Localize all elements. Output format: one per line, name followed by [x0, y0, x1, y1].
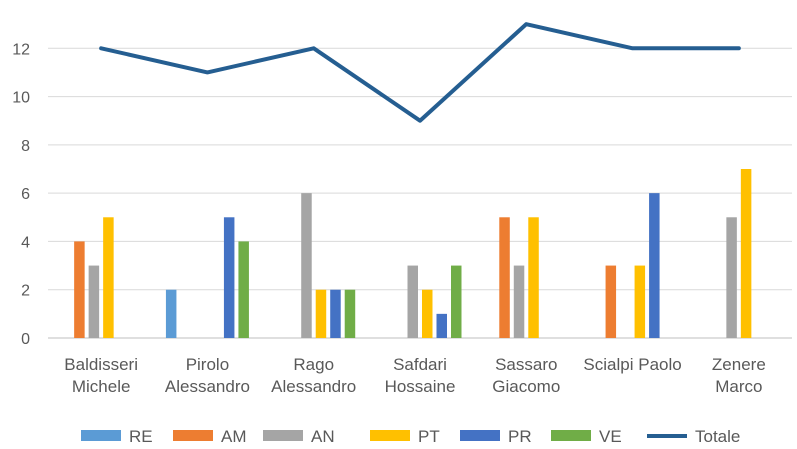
x-tick-label: Sassaro Giacomo — [492, 355, 560, 396]
x-tick-label: Pirolo Alessandro — [165, 355, 250, 396]
x-tick-label: Baldisseri Michele — [64, 355, 138, 396]
x-tick-label: Safdari Hossaine — [385, 355, 456, 396]
bar-am — [74, 241, 85, 338]
legend-label-am: AM — [221, 427, 247, 446]
x-axis-tick-labels: Baldisseri Michele Pirolo Alessandro Rago Ale… — [64, 355, 766, 396]
legend-label-totale: Totale — [695, 427, 740, 446]
line-totale — [99, 22, 741, 123]
x-tick-label-line: Sassaro — [495, 355, 557, 374]
y-tick-label: 10 — [12, 90, 30, 107]
x-tick-label-line: Zenere — [712, 355, 766, 374]
x-tick-label-line: Michele — [72, 377, 131, 396]
x-tick-label-line: Alessandro — [165, 377, 250, 396]
x-tick-label-line: Scialpi Paolo — [583, 355, 681, 374]
bar-pt — [315, 289, 327, 338]
bar-series — [74, 169, 752, 338]
legend-label-re: RE — [129, 427, 153, 446]
x-tick-label-line: Marco — [715, 377, 762, 396]
legend-swatch-pt — [370, 430, 410, 441]
bar-an — [407, 265, 418, 338]
y-tick-label: 4 — [21, 234, 30, 251]
bar-pt — [634, 265, 646, 338]
bar-am — [605, 265, 617, 338]
legend-swatch-pr — [460, 430, 500, 441]
legend-swatch-ve — [551, 430, 591, 441]
y-tick-label: 2 — [21, 283, 30, 300]
gridlines — [48, 47, 792, 339]
bar-an — [726, 217, 737, 338]
bar-pt — [103, 217, 114, 338]
bar-re — [165, 289, 177, 338]
legend-swatch-an — [263, 430, 303, 441]
x-tick-label-line: Baldisseri — [64, 355, 138, 374]
y-axis-tick-labels: 0 2 4 6 8 10 12 — [12, 41, 30, 348]
legend-label-ve: VE — [599, 427, 622, 446]
x-tick-label-line: Rago — [293, 355, 334, 374]
y-tick-label: 12 — [12, 41, 30, 58]
bar-pr — [330, 289, 341, 338]
line-series — [99, 22, 741, 123]
x-tick-label: Rago Alessandro — [271, 355, 356, 396]
x-tick-label-line: Giacomo — [492, 377, 560, 396]
bar-ve — [451, 265, 462, 338]
y-tick-label: 6 — [21, 186, 30, 203]
y-tick-label: 8 — [21, 138, 30, 155]
bar-pr — [223, 217, 235, 338]
legend-label-pt: PT — [418, 427, 440, 446]
legend-swatch-re — [81, 430, 121, 441]
x-tick-label-line: Safdari — [393, 355, 447, 374]
bar-an — [301, 193, 312, 338]
bar-pt — [422, 289, 433, 338]
bar-pt — [528, 217, 539, 338]
bar-pt — [740, 169, 752, 338]
x-tick-label-line: Alessandro — [271, 377, 356, 396]
x-tick-label: Zenere Marco — [712, 355, 766, 396]
y-tick-label: 0 — [21, 331, 30, 348]
legend-label-pr: PR — [508, 427, 532, 446]
legend-swatch-am — [173, 430, 213, 441]
bar-ve — [344, 289, 356, 338]
bar-an — [513, 265, 525, 338]
legend-label-an: AN — [311, 427, 335, 446]
legend: RE AM AN PT PR VE Totale — [81, 427, 740, 446]
bar-an — [88, 265, 100, 338]
bar-am — [499, 217, 510, 338]
bar-ve — [238, 241, 249, 338]
x-tick-label-line: Pirolo — [186, 355, 229, 374]
bar-pr — [649, 193, 660, 338]
x-tick-label: Scialpi Paolo — [583, 355, 681, 374]
x-tick-label-line: Hossaine — [385, 377, 456, 396]
bar-pr — [436, 313, 447, 338]
